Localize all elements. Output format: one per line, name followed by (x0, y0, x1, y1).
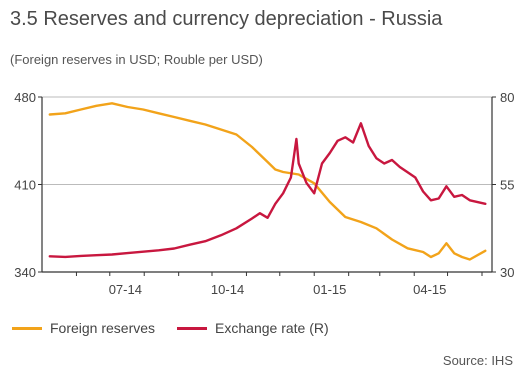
source-note: Source: IHS (442, 353, 513, 368)
y-left-tick-label-0: 340 (14, 265, 36, 280)
x-tick-label-0: 07-14 (109, 282, 142, 297)
y-right-tick-label-1: 55 (500, 178, 514, 193)
legend-item-reserves: Foreign reserves (12, 320, 155, 336)
y-left-tick-label-1: 410 (14, 178, 36, 193)
x-tick-label-3: 04-15 (413, 282, 446, 297)
series-line-foreign-reserves (48, 102, 487, 261)
legend-swatch-reserves (12, 326, 42, 330)
legend-label-reserves: Foreign reserves (50, 320, 156, 336)
chart-subtitle: (Foreign reserves in USD; Rouble per USD… (10, 52, 263, 67)
series-line-exchange-rate (48, 122, 487, 259)
x-tick-label-1: 10-14 (211, 282, 244, 297)
legend-swatch-exchange (177, 326, 208, 330)
y-right-tick-label-0: 30 (500, 265, 514, 280)
chart-title: 3.5 Reserves and currency depreciation -… (10, 8, 443, 30)
legend-item-exchange: Exchange rate (R) (177, 320, 329, 336)
y-left-tick-label-2: 480 (14, 90, 36, 105)
legend: Foreign reserves Exchange rate (R) (12, 320, 351, 336)
y-right-tick-label-2: 80 (500, 90, 514, 105)
legend-label-exchange: Exchange rate (R) (215, 320, 329, 336)
x-tick-label-2: 01-15 (313, 282, 346, 297)
